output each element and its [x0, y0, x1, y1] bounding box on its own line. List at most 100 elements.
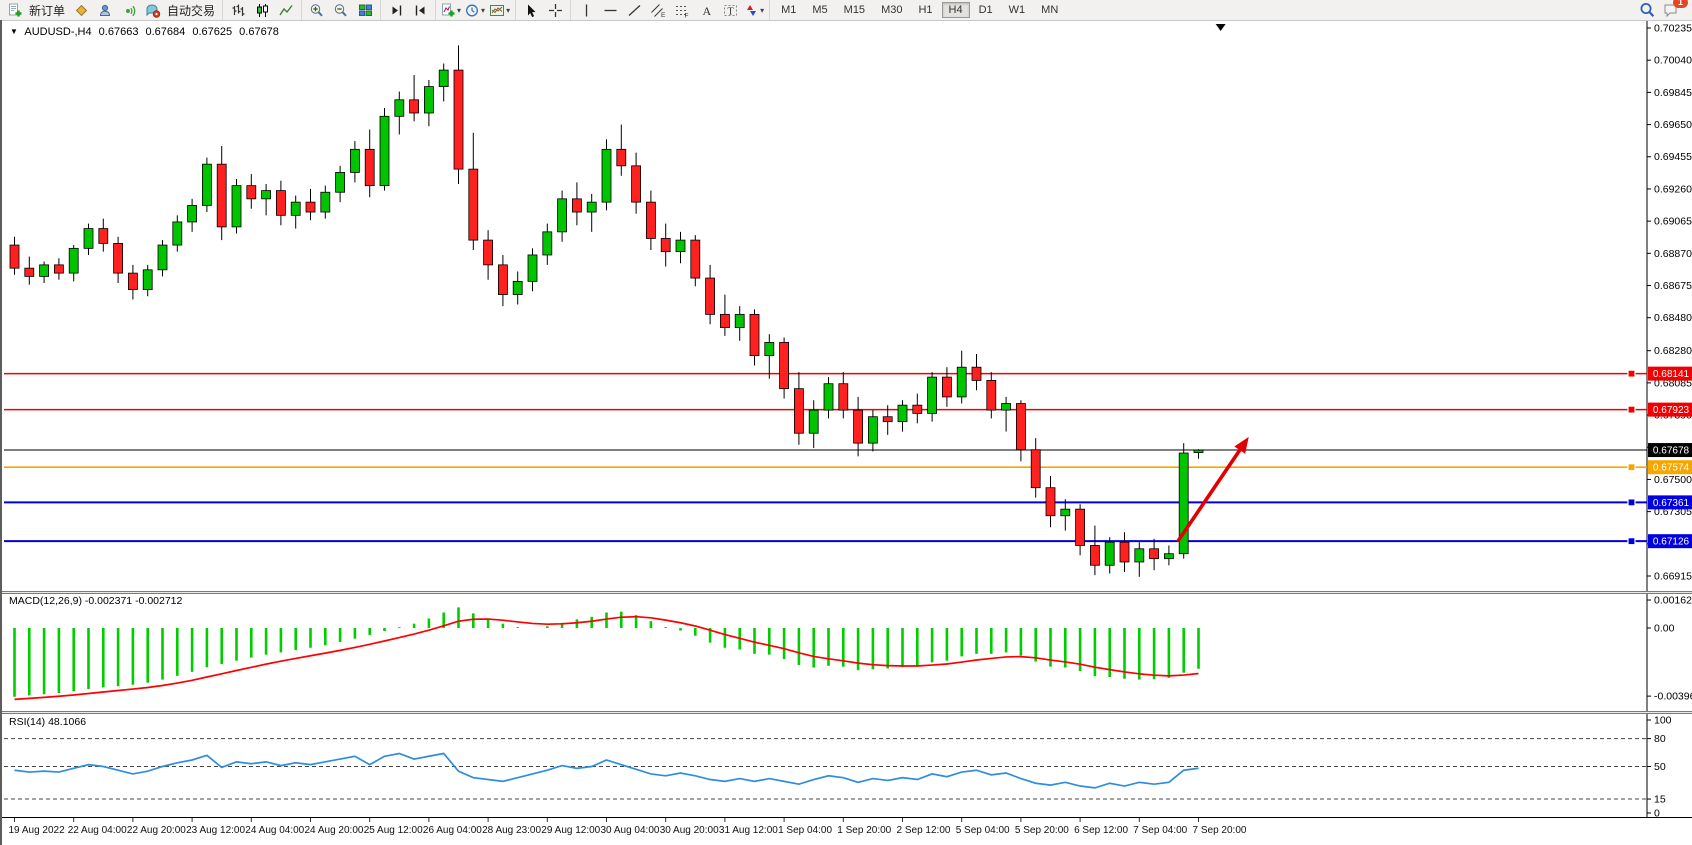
- equidistant-channel-icon[interactable]: E: [647, 0, 669, 20]
- chart-window[interactable]: 0.70235 0.70040 0.69845 0.69650 0.69455 0.692…: [0, 20, 1692, 845]
- cursor-icon[interactable]: [520, 0, 542, 20]
- chart-canvas[interactable]: 0.70235 0.70040 0.69845 0.69650 0.69455 0.692…: [2, 20, 1692, 845]
- svg-text:1 Sep 20:00: 1 Sep 20:00: [837, 825, 891, 836]
- scroll-group: [381, 0, 437, 20]
- svg-text:25 Aug 12:00: 25 Aug 12:00: [364, 825, 423, 836]
- mql5-market-icon[interactable]: [70, 0, 92, 20]
- svg-text:-0.003961: -0.003961: [1654, 691, 1692, 703]
- chevron-down-icon: ▾: [481, 5, 486, 15]
- svg-text:5 Sep 20:00: 5 Sep 20:00: [1015, 825, 1069, 836]
- svg-text:0.67678: 0.67678: [1653, 446, 1690, 457]
- svg-text:0.66915: 0.66915: [1654, 571, 1692, 583]
- auto-scroll-icon[interactable]: [385, 0, 407, 20]
- search-icon[interactable]: [1636, 0, 1658, 20]
- ohlc-low: 0.67625: [192, 26, 233, 38]
- svg-text:2 Sep 12:00: 2 Sep 12:00: [897, 825, 951, 836]
- svg-text:0.68280: 0.68280: [1654, 345, 1692, 357]
- template-button[interactable]: ▾: [488, 0, 511, 20]
- svg-text:0.68141: 0.68141: [1653, 369, 1690, 380]
- text-icon[interactable]: A: [695, 0, 717, 20]
- svg-text:5 Sep 04:00: 5 Sep 04:00: [956, 825, 1010, 836]
- svg-text:F: F: [685, 12, 689, 18]
- timeframe-d1-button[interactable]: D1: [978, 4, 993, 16]
- svg-text:1 Sep 04:00: 1 Sep 04:00: [778, 825, 832, 836]
- svg-text:T: T: [727, 6, 733, 17]
- svg-text:7 Sep 04:00: 7 Sep 04:00: [1133, 825, 1187, 836]
- new-order-label[interactable]: 新订单: [29, 3, 66, 18]
- chat-notification-badge: 1: [1673, 0, 1688, 8]
- add-indicator-button[interactable]: ▾: [440, 0, 462, 20]
- svg-text:22 Aug 04:00: 22 Aug 04:00: [68, 825, 127, 836]
- timeframe-m5-button[interactable]: M5: [812, 4, 828, 16]
- macd-panel[interactable]: 0.001626 0.00 -0.003961: [13, 595, 1692, 703]
- chart-shift-icon[interactable]: [409, 0, 431, 20]
- svg-text:23 Aug 12:00: 23 Aug 12:00: [186, 825, 245, 836]
- svg-text:0.69455: 0.69455: [1654, 151, 1692, 163]
- candlestick-chart-icon[interactable]: [251, 0, 273, 20]
- timeframe-w1-button[interactable]: W1: [1008, 4, 1026, 16]
- chart-symbol-header: ▼ AUDUSD-,H4 0.67663 0.67684 0.67625 0.6…: [10, 26, 283, 38]
- fibonacci-icon[interactable]: F: [671, 0, 693, 20]
- chart-type-group: [223, 0, 303, 20]
- svg-text:29 Aug 12:00: 29 Aug 12:00: [541, 825, 600, 836]
- timeframe-m30-button[interactable]: M30: [881, 4, 903, 16]
- svg-text:80: 80: [1654, 733, 1666, 745]
- line-chart-icon[interactable]: [275, 0, 297, 20]
- vertical-line-icon[interactable]: [575, 0, 597, 20]
- svg-text:0.69845: 0.69845: [1654, 87, 1692, 99]
- objects-group: E F A T ▾: [571, 0, 771, 20]
- svg-text:24 Aug 20:00: 24 Aug 20:00: [305, 825, 364, 836]
- svg-text:0.68870: 0.68870: [1654, 248, 1692, 260]
- top-triangle-marker: [1215, 24, 1226, 31]
- trendline-icon[interactable]: [623, 0, 645, 20]
- timeframe-m15-button[interactable]: M15: [843, 4, 866, 16]
- collapse-ohlc-icon[interactable]: ▼: [10, 27, 18, 36]
- rsi-panel[interactable]: 100 80 50 15 0: [4, 715, 1672, 820]
- trade-group: 新订单 自动交易: [0, 0, 224, 20]
- svg-text:22 Aug 20:00: 22 Aug 20:00: [127, 825, 186, 836]
- svg-text:100: 100: [1654, 715, 1672, 727]
- svg-text:0.00: 0.00: [1654, 623, 1675, 635]
- timeframe-h4-button[interactable]: H4: [941, 2, 970, 18]
- ohlc-close: 0.67678: [239, 26, 279, 38]
- macd-indicator-label: MACD(12,26,9) -0.002371 -0.002712: [9, 595, 183, 607]
- svg-text:0.68480: 0.68480: [1654, 312, 1692, 324]
- symbol-period-label: AUDUSD-,H4: [24, 26, 92, 38]
- svg-text:0.69650: 0.69650: [1654, 119, 1692, 131]
- tile-windows-icon[interactable]: [354, 0, 376, 20]
- svg-text:0.69260: 0.69260: [1654, 183, 1692, 195]
- autotrade-icon[interactable]: [142, 0, 164, 20]
- crosshair-icon[interactable]: [544, 0, 566, 20]
- timeframe-mn-button[interactable]: MN: [1041, 4, 1059, 16]
- svg-text:31 Aug 12:00: 31 Aug 12:00: [719, 825, 778, 836]
- period-clock-button[interactable]: ▾: [464, 0, 486, 20]
- svg-text:24 Aug 04:00: 24 Aug 04:00: [245, 825, 304, 836]
- zoom-group: [302, 0, 382, 20]
- new-order-button[interactable]: [4, 0, 26, 20]
- svg-text:15: 15: [1654, 794, 1666, 806]
- bar-chart-icon[interactable]: [227, 0, 249, 20]
- timeframe-h1-button[interactable]: H1: [918, 4, 933, 16]
- timeframe-m1-button[interactable]: M1: [781, 4, 797, 16]
- zoom-in-icon[interactable]: [306, 0, 328, 20]
- svg-text:0.67305: 0.67305: [1654, 506, 1692, 518]
- svg-text:30 Aug 04:00: 30 Aug 04:00: [601, 825, 660, 836]
- chevron-down-icon: ▾: [760, 5, 765, 15]
- svg-text:50: 50: [1654, 761, 1666, 773]
- timeframe-group: M1 M5 M15 M30 H1 H4 D1 W1 MN: [770, 0, 1069, 20]
- main-toolbar: 新订单 自动交易: [0, 0, 1692, 21]
- arrows-icon[interactable]: ▾: [743, 0, 765, 20]
- ohlc-open: 0.67663: [98, 26, 139, 38]
- candlesticks-layer[interactable]: [9, 45, 1204, 577]
- time-axis[interactable]: 19 Aug 2022 22 Aug 04:00 22 Aug 20:00 23 Au…: [9, 818, 1247, 836]
- chevron-down-icon: ▾: [506, 5, 511, 15]
- trend-arrow[interactable]: [1176, 436, 1249, 543]
- community-icon[interactable]: [94, 0, 116, 20]
- text-label-icon[interactable]: T: [719, 0, 741, 20]
- horizontal-line-icon[interactable]: [599, 0, 621, 20]
- zoom-out-icon[interactable]: [330, 0, 352, 20]
- autotrade-label[interactable]: 自动交易: [167, 3, 216, 18]
- rsi-indicator-label: RSI(14) 48.1066: [9, 716, 87, 728]
- chat-icon[interactable]: 1: [1660, 0, 1688, 20]
- signals-icon[interactable]: [118, 0, 140, 20]
